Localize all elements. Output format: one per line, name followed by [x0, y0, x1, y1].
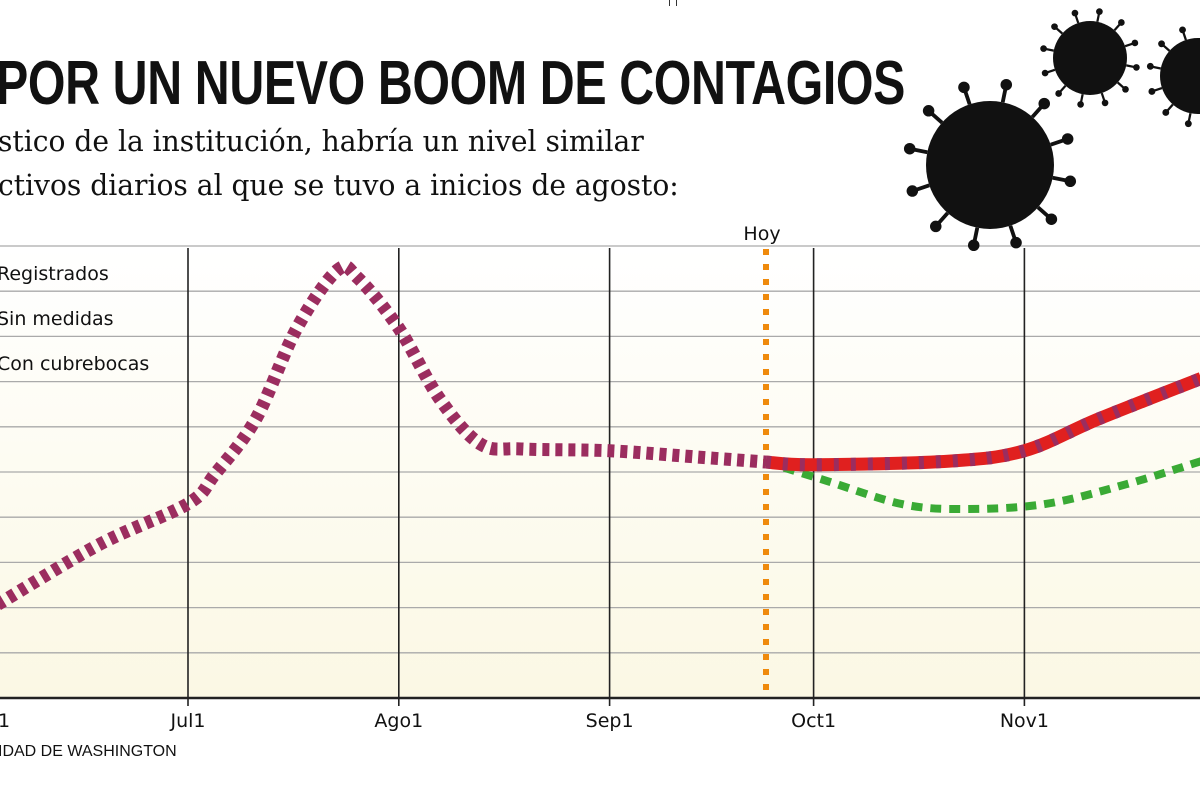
virus-spike-tip	[1071, 9, 1079, 17]
today-label: Hoy	[743, 223, 780, 245]
virus-spike-tip	[906, 185, 919, 197]
legend-entry: Registrados	[0, 263, 109, 285]
virus-spike-tip	[1045, 213, 1058, 225]
x-tick-label: Sep1	[586, 710, 634, 732]
legend-entry: Sin medidas	[0, 308, 114, 330]
virus-spike-tip	[1038, 97, 1050, 110]
virus-spike-tip	[1101, 99, 1109, 107]
virus-spike-tip	[1064, 175, 1077, 188]
legend-entry: Con cubrebocas	[0, 353, 149, 375]
virus-body	[1053, 21, 1127, 95]
virus-spike-tip	[1055, 90, 1062, 97]
virus-spike-tip	[1148, 88, 1156, 95]
coronavirus-icon	[1146, 26, 1200, 128]
virus-spike-tip	[1184, 120, 1192, 128]
x-tick-label: Nov1	[1000, 710, 1049, 732]
virus-spike-tip	[1061, 133, 1074, 145]
virus-spike-tip	[1118, 19, 1125, 26]
coronavirus-icon	[1040, 8, 1140, 108]
virus-spike-tip	[1051, 23, 1058, 30]
virus-spike-tip	[1096, 8, 1103, 15]
plot-background	[0, 248, 1200, 698]
virus-spike-tip	[1041, 69, 1049, 77]
virus-spike-tip	[958, 81, 970, 94]
virus-spike-tip	[903, 142, 916, 155]
series-line-con-cubrebocas	[764, 457, 1200, 514]
virus-spike-tip	[1162, 109, 1170, 116]
coronavirus-icon	[903, 78, 1077, 252]
x-tick-label: 1	[0, 710, 10, 732]
virus-spike-tip	[1000, 78, 1013, 91]
virus-spike-tip	[1040, 45, 1047, 52]
subtitle-line-2: ctivos diarios al que se tuvo a inicios …	[0, 168, 679, 202]
series-line-registrados	[0, 259, 767, 611]
x-tick-label: Oct1	[791, 710, 836, 732]
subtitle-line-1: stico de la institución, habría un nivel…	[0, 124, 644, 158]
virus-spike-tip	[1158, 40, 1165, 48]
virus-body	[1160, 38, 1200, 114]
headline: POR UN NUEVO BOOM DE CONTAGIOS	[0, 49, 905, 118]
virus-spike-tip	[922, 105, 935, 117]
virus-spike-tip	[1122, 86, 1129, 93]
series-line-sin-medidas-overlay	[765, 372, 1200, 472]
x-tick-label: Jul1	[169, 710, 205, 732]
page-fold-mark	[669, 0, 677, 6]
virus-spike-tip	[1179, 26, 1186, 34]
virus-spike-tip	[1133, 64, 1140, 71]
virus-spike-tip	[1146, 62, 1154, 70]
virus-spike-tip	[1131, 39, 1139, 47]
virus-spike-tip	[967, 239, 980, 252]
source-note: IDAD DE WASHINGTON	[0, 743, 177, 760]
x-tick-label: Ago1	[374, 710, 423, 732]
virus-spike-tip	[930, 220, 942, 233]
virus-spike-tip	[1077, 101, 1084, 108]
virus-body	[926, 101, 1054, 229]
virus-spike-tip	[1010, 236, 1022, 249]
